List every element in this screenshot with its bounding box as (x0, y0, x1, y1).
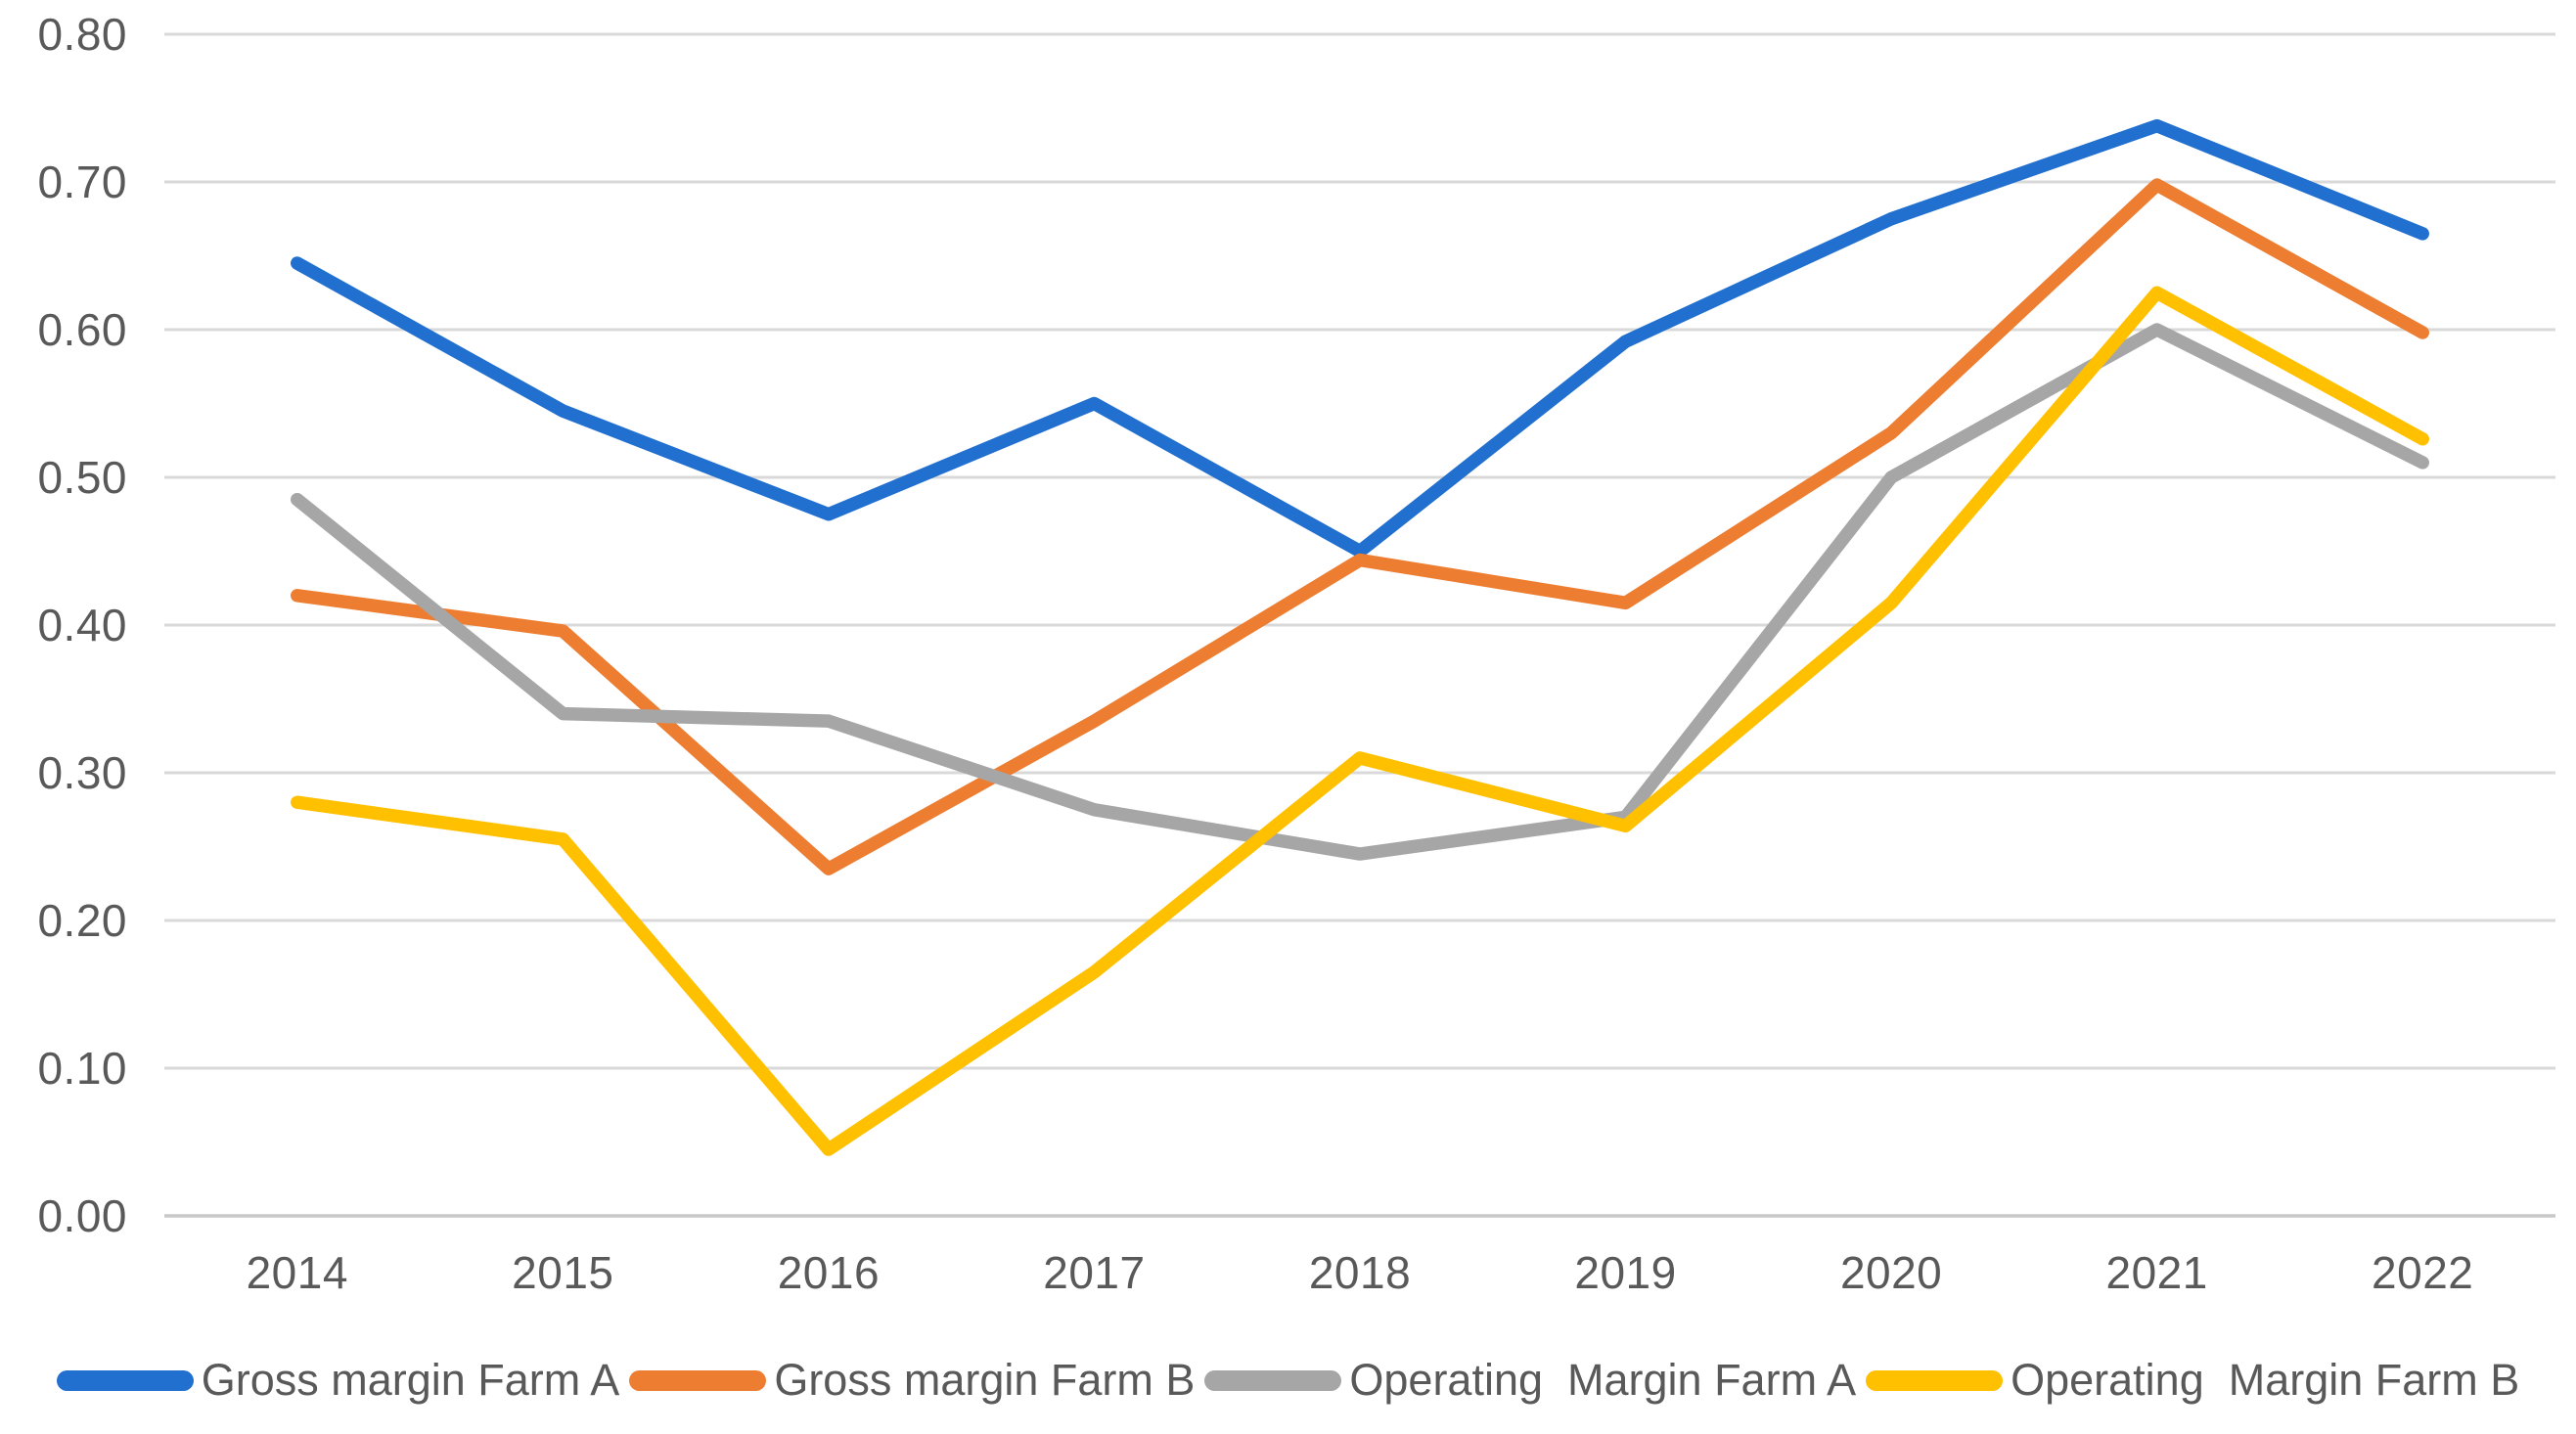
legend-label: Operating Margin Farm B (2011, 1355, 2520, 1405)
series-line-gross-margin-farm-a (291, 118, 2429, 559)
legend-item-operating-margin-farm-b: Operating Margin Farm B (1866, 1353, 2519, 1408)
legend-item-gross-margin-farm-b: Gross margin Farm B (629, 1353, 1195, 1408)
series-line-operating-margin-farm-a (291, 323, 2429, 861)
legend-line-swatch (1866, 1369, 2004, 1391)
legend-line-swatch (56, 1369, 194, 1391)
legend-label: Operating Margin Farm A (1349, 1355, 1857, 1405)
series-line-operating-margin-farm-b (291, 286, 2429, 1156)
legend-item-operating-margin-farm-a: Operating Margin Farm A (1204, 1353, 1856, 1408)
legend-item-gross-margin-farm-a: Gross margin Farm A (56, 1353, 620, 1408)
legend-line-swatch (1204, 1369, 1342, 1391)
chart-legend: Gross margin Farm A Gross margin Farm B Op… (0, 1353, 2576, 1408)
legend-label: Gross margin Farm B (774, 1355, 1196, 1405)
legend-line-swatch (629, 1369, 767, 1391)
legend-label: Gross margin Farm A (201, 1355, 620, 1405)
